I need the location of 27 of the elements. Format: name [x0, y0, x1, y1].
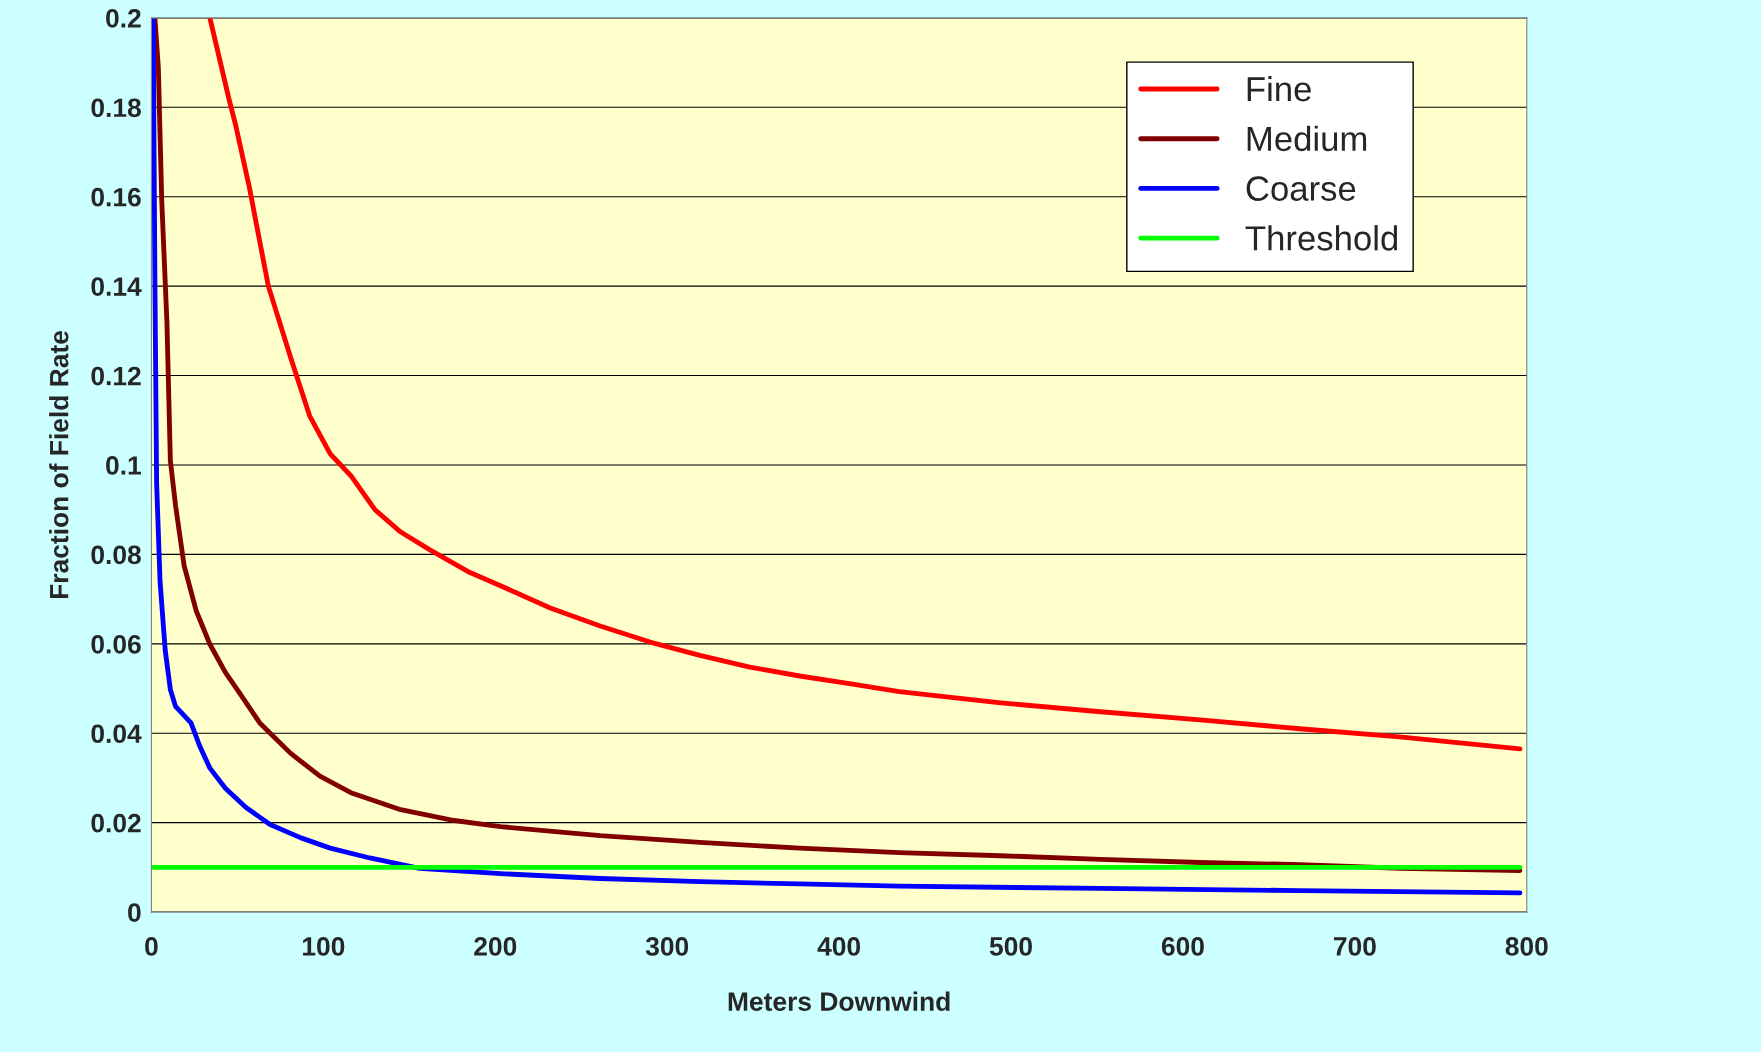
legend-label: Medium [1247, 125, 1367, 152]
y-tick-label: 0.12 [91, 366, 141, 386]
y-tick-label: 0.02 [91, 813, 141, 833]
legend-label: Coarse [1246, 176, 1356, 201]
y-tick-label: 0.1 [106, 456, 141, 475]
x-tick-label: 800 [1505, 937, 1548, 956]
y-tick-label: 0.18 [91, 98, 141, 118]
x-tick-label: 400 [817, 937, 861, 956]
x-tick-label: 0 [145, 937, 158, 956]
x-tick-label: 500 [989, 937, 1032, 956]
y-tick-label: 0.14 [91, 277, 142, 296]
x-tick-label: 700 [1333, 937, 1376, 956]
x-tick-label: 200 [474, 937, 517, 956]
x-tick-label: 100 [303, 937, 345, 956]
legend-label: Threshold [1245, 225, 1398, 251]
legend-label: Fine [1247, 75, 1311, 102]
y-tick-label: 0 [128, 903, 141, 922]
y-tick-label: 0.04 [91, 724, 142, 744]
y-axis-title: Fraction of Field Rate [49, 330, 69, 599]
line-series [207, 17, 1523, 752]
x-tick-label: 300 [645, 937, 689, 956]
y-tick-label: 0.08 [91, 545, 141, 565]
x-tick-label: 600 [1161, 937, 1204, 956]
y-tick-label: 0.16 [91, 187, 141, 207]
y-tick-label: 0.2 [106, 9, 141, 28]
y-tick-label: 0.06 [91, 634, 141, 654]
x-axis-title: Meters Downwind [728, 991, 950, 1011]
